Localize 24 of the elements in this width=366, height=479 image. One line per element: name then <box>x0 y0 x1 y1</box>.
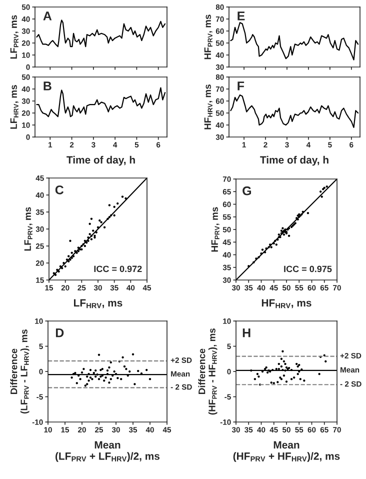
y-axis-title: HF$_{HRV}$, ms <box>204 84 212 130</box>
annotation: ICC = 0.975 <box>284 266 332 272</box>
y-axis-title: HF$_{PRV}$, ms <box>204 14 212 60</box>
y-axis-title: HF$_{PRV}$, ms <box>211 207 220 252</box>
annotation: H <box>242 328 250 338</box>
annotation: F <box>238 82 244 90</box>
x-axis-title: Time of day, h <box>260 156 328 166</box>
y-axis-title: LF$_{HRV}$, ms <box>10 85 18 129</box>
y-axis-title: LF$_{PRV}$, ms <box>10 15 18 59</box>
annotation: G <box>242 186 252 196</box>
annotation: B <box>44 82 52 90</box>
y-axis-title: Difference (HF$_{PRV}$ - HF$_{HRV}$), ms <box>198 328 218 415</box>
y-axis-title: LF$_{PRV}$, ms <box>24 207 32 251</box>
annotation: E <box>238 12 245 20</box>
annotation: D <box>56 328 64 338</box>
text: Mean (LF$_{PRV}$ + LF$_{HRV}$)/2, ms <box>56 441 160 462</box>
annotation: ICC = 0.972 <box>94 266 142 272</box>
y-axis-title: Difference (LF$_{PRV}$ - LF$_{HRV}$), ms <box>10 329 30 414</box>
annotation: C <box>55 185 64 194</box>
text: Mean (HF$_{PRV}$ + HF$_{HRV}$)/2, ms <box>233 441 340 462</box>
x-axis-title: Time of day, h <box>66 156 135 166</box>
annotation: A <box>43 12 52 20</box>
x-axis-title: LF$_{HRV}$, ms <box>74 299 122 308</box>
x-axis-title: HF$_{HRV}$, ms <box>262 299 312 308</box>
